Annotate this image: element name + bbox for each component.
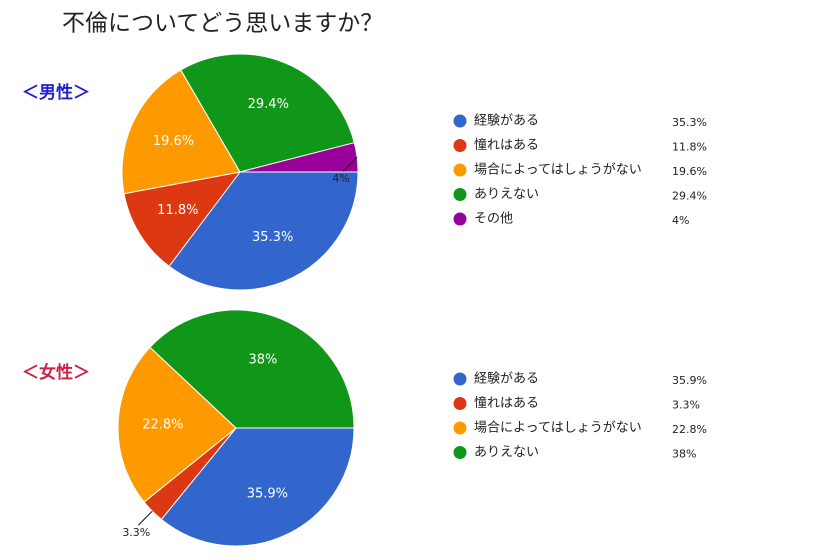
- leader-line: [137, 510, 153, 526]
- pie-title: ＜女性＞: [22, 362, 90, 383]
- slice-label: 38%: [248, 352, 277, 367]
- pie-slice: [121, 69, 241, 195]
- leader-line: [342, 156, 358, 172]
- chart-title: 不倫についてどう思いますか？: [62, 11, 383, 37]
- legend-value: 22.8%: [672, 423, 707, 436]
- slice-label: 3.3%: [122, 526, 150, 539]
- legend-label: 場合によってはしょうがない: [474, 421, 642, 436]
- slice-label: 35.9%: [247, 487, 288, 502]
- slice-label: 35.3%: [252, 230, 293, 245]
- pie-title: ＜男性＞: [22, 82, 90, 103]
- legend-value: 35.3%: [672, 116, 707, 129]
- slice-label: 4%: [332, 172, 349, 185]
- legend-value: 38%: [672, 448, 696, 461]
- slice-label: 11.8%: [157, 203, 198, 218]
- legend-value: 3.3%: [672, 399, 700, 412]
- legend-value: 35.9%: [672, 374, 707, 387]
- pie-slice: [149, 309, 355, 429]
- pie-slice: [160, 427, 355, 547]
- legend-label: 場合によってはしょうがない: [474, 163, 642, 178]
- legend-swatch: [453, 446, 467, 459]
- legend-label: 憧れはある: [474, 396, 539, 411]
- legend-swatch: [453, 163, 467, 177]
- pie-slice: [117, 346, 237, 503]
- pie-slice: [239, 142, 359, 173]
- legend-swatch: [453, 372, 467, 386]
- legend-swatch: [453, 114, 467, 128]
- legend-value: 29.4%: [672, 190, 707, 203]
- legend-value: 4%: [672, 214, 689, 227]
- legend-swatch: [453, 397, 467, 410]
- slice-label: 29.4%: [248, 97, 289, 112]
- legend-label: ありえない: [474, 445, 539, 460]
- legend-swatch: [453, 139, 467, 152]
- legend-swatch: [453, 188, 467, 201]
- legend-swatch: [453, 212, 467, 226]
- pie-slice: [180, 53, 355, 173]
- legend-label: その他: [474, 212, 513, 227]
- legend-value: 19.6%: [672, 165, 707, 178]
- legend-swatch: [453, 421, 467, 435]
- pie-slice: [123, 171, 242, 267]
- legend-label: ありえない: [474, 187, 539, 202]
- legend-value: 11.8%: [672, 141, 707, 154]
- slice-label: 22.8%: [142, 418, 183, 433]
- legend-label: 経験がある: [474, 114, 539, 129]
- legend-label: 憧れはある: [474, 138, 539, 153]
- slice-label: 19.6%: [153, 134, 194, 149]
- legend-label: 経験がある: [474, 372, 539, 387]
- pie-slice: [168, 171, 359, 291]
